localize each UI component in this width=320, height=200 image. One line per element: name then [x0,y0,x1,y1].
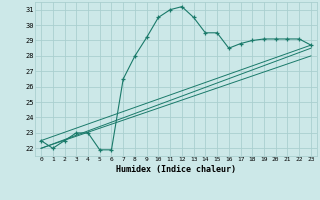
X-axis label: Humidex (Indice chaleur): Humidex (Indice chaleur) [116,165,236,174]
